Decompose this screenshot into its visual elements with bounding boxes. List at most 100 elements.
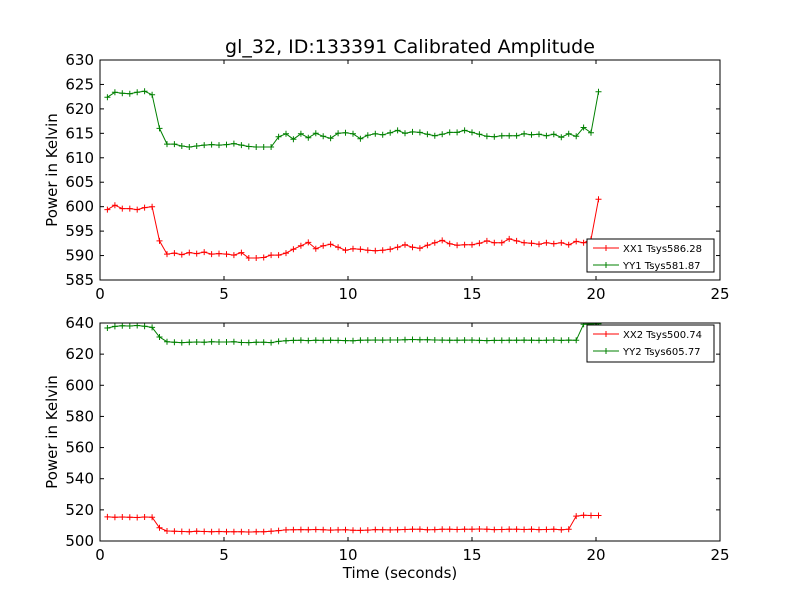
data-point-marker <box>372 247 379 254</box>
data-point-marker <box>223 141 230 148</box>
data-point-marker <box>416 245 423 252</box>
data-point-marker <box>387 129 394 136</box>
y-tick-label: 610 <box>65 149 94 167</box>
data-point-marker <box>104 513 111 520</box>
data-point-marker <box>149 203 156 210</box>
data-point-marker <box>536 337 542 344</box>
x-axis-label: Time (seconds) <box>342 564 458 582</box>
data-point-marker <box>164 251 170 258</box>
data-point-marker <box>327 527 334 534</box>
top-plot: 0 5 10 15 20 25 585 590 595 600 605 610 615 620 625 630… <box>43 51 730 303</box>
data-point-marker <box>394 244 401 251</box>
data-point-marker <box>283 337 289 344</box>
data-point-marker <box>402 130 408 137</box>
data-point-marker <box>238 528 245 535</box>
data-point-marker <box>379 526 386 533</box>
data-point-marker <box>521 130 528 137</box>
data-point-marker <box>290 136 297 143</box>
data-point-marker <box>580 323 587 328</box>
data-point-marker <box>416 129 423 136</box>
data-point-marker <box>558 134 565 141</box>
y-tick-label: 620 <box>65 345 94 363</box>
data-point-marker <box>446 526 453 533</box>
y-tick-label: 580 <box>65 407 94 425</box>
bottom-plot: 0 5 10 15 20 25 500 520 540 560 580 600 620 640 Power … <box>43 314 730 582</box>
data-point-marker <box>134 514 141 521</box>
data-point-marker <box>230 252 237 259</box>
x-tick-label: 10 <box>338 546 357 564</box>
data-point-marker <box>164 338 170 345</box>
data-point-marker <box>230 338 237 345</box>
data-point-marker <box>335 130 342 137</box>
data-point-marker <box>454 129 461 136</box>
data-point-marker <box>416 526 423 533</box>
data-point-marker <box>372 526 379 533</box>
data-point-marker <box>550 131 557 138</box>
data-point-marker <box>446 240 453 247</box>
y-tick-label: 620 <box>65 100 94 118</box>
data-point-marker <box>320 242 327 249</box>
data-point-marker <box>216 339 222 345</box>
data-point-marker <box>186 249 193 256</box>
y-tick-label: 600 <box>65 198 94 216</box>
y-tick-label: 615 <box>65 124 94 142</box>
data-point-marker <box>476 131 483 138</box>
data-point-marker <box>394 127 401 134</box>
data-point-marker <box>171 141 178 148</box>
data-point-marker <box>223 528 230 535</box>
data-point-marker <box>253 339 260 346</box>
data-point-marker <box>245 339 252 346</box>
data-point-marker <box>454 337 461 344</box>
y-tick-label: 540 <box>65 470 94 488</box>
data-point-marker <box>335 526 342 533</box>
data-point-marker <box>126 90 133 97</box>
data-point-marker <box>379 247 386 254</box>
data-point-marker <box>342 526 349 533</box>
data-point-marker <box>476 526 483 532</box>
data-point-marker <box>327 241 334 248</box>
y-axis-label: Power in Kelvin <box>43 375 61 489</box>
data-point-marker <box>595 512 602 519</box>
data-point-marker <box>424 526 431 533</box>
data-point-marker <box>483 237 490 244</box>
chart-title: gl_32, ID:133391 Calibrated Amplitude <box>225 36 595 58</box>
data-point-marker <box>216 528 222 535</box>
data-point-marker <box>588 129 594 136</box>
data-point-marker <box>416 336 423 343</box>
data-point-marker <box>573 513 580 520</box>
data-point-marker <box>387 246 394 253</box>
data-point-marker <box>528 526 535 533</box>
data-point-marker <box>335 337 342 344</box>
legend-label: XX2 Tsys500.74 <box>623 330 702 341</box>
data-point-marker <box>536 526 542 533</box>
data-point-marker <box>186 528 193 535</box>
data-point-marker <box>305 337 312 344</box>
data-point-marker <box>111 514 118 521</box>
data-point-marker <box>506 337 513 344</box>
data-point-marker <box>104 325 111 331</box>
data-point-marker <box>543 526 550 533</box>
legend-box <box>586 324 715 363</box>
x-tick-label: 5 <box>219 285 229 303</box>
data-point-marker <box>156 524 163 531</box>
data-point-marker <box>483 133 490 140</box>
data-point-marker <box>335 244 342 251</box>
data-point-marker <box>439 526 446 533</box>
data-point-marker <box>558 526 565 533</box>
data-point-marker <box>565 241 572 248</box>
data-point-marker <box>357 135 364 142</box>
data-point-marker <box>238 339 245 346</box>
data-point-marker <box>186 144 193 150</box>
data-point-marker <box>550 337 557 343</box>
data-point-marker <box>513 337 520 344</box>
data-point-marker <box>216 142 222 149</box>
data-point-marker <box>104 206 111 213</box>
data-point-marker <box>320 337 327 344</box>
data-point-marker <box>454 242 461 249</box>
data-point-marker <box>372 130 379 137</box>
data-point-marker <box>283 250 289 257</box>
data-point-marker <box>342 129 349 136</box>
data-point-marker <box>111 202 118 209</box>
data-point-marker <box>290 526 297 533</box>
